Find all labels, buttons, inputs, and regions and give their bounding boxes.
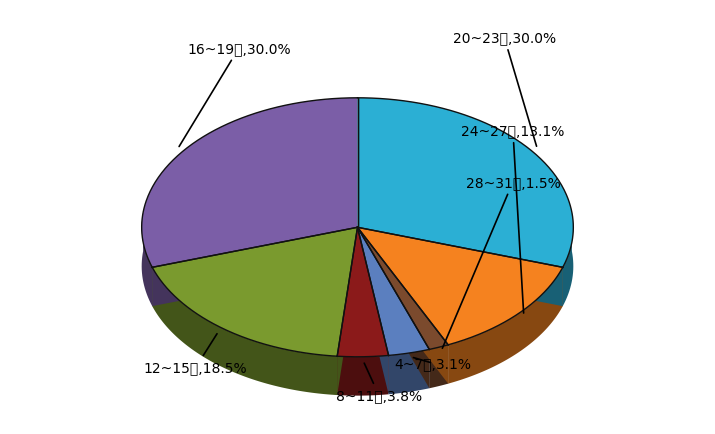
- Polygon shape: [358, 228, 388, 395]
- Polygon shape: [563, 213, 573, 306]
- Polygon shape: [152, 228, 358, 306]
- Polygon shape: [448, 268, 563, 384]
- Text: 12~15년,18.5%: 12~15년,18.5%: [144, 334, 247, 375]
- Polygon shape: [337, 228, 388, 357]
- Polygon shape: [358, 228, 429, 388]
- Polygon shape: [358, 228, 563, 306]
- Polygon shape: [358, 228, 388, 395]
- Polygon shape: [337, 228, 358, 395]
- Polygon shape: [358, 99, 573, 268]
- Polygon shape: [388, 350, 429, 395]
- Polygon shape: [337, 355, 388, 396]
- Polygon shape: [358, 228, 563, 345]
- Polygon shape: [152, 228, 358, 306]
- Polygon shape: [358, 228, 429, 388]
- Polygon shape: [142, 213, 152, 306]
- Text: 24~27년,13.1%: 24~27년,13.1%: [461, 124, 565, 313]
- Text: 4~7년,3.1%: 4~7년,3.1%: [395, 356, 471, 370]
- Polygon shape: [358, 228, 448, 384]
- Text: 8~11년,3.8%: 8~11년,3.8%: [336, 363, 422, 403]
- Polygon shape: [337, 228, 358, 395]
- Text: 20~23년,30.0%: 20~23년,30.0%: [453, 31, 556, 147]
- Polygon shape: [358, 228, 448, 384]
- Polygon shape: [142, 99, 358, 268]
- Polygon shape: [152, 228, 358, 356]
- Polygon shape: [358, 228, 448, 350]
- Polygon shape: [429, 345, 448, 388]
- Polygon shape: [358, 228, 429, 355]
- Text: 16~19년,30.0%: 16~19년,30.0%: [179, 42, 290, 147]
- Text: 28~31년,1.5%: 28~31년,1.5%: [443, 176, 561, 349]
- Polygon shape: [358, 228, 563, 306]
- Polygon shape: [152, 268, 337, 395]
